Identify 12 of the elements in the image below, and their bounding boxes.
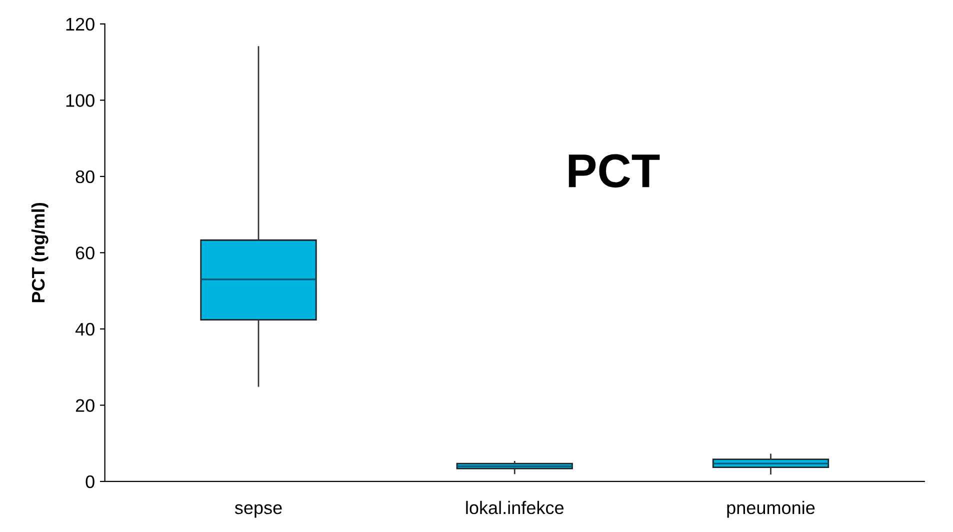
y-tick-label: 0	[86, 475, 94, 488]
y-tick-label: 20	[76, 399, 94, 412]
x-tick-label: pneumonie	[727, 500, 815, 518]
y-tick-label: 80	[76, 170, 94, 184]
y-tick-label: 60	[76, 246, 94, 260]
annotation: PCT	[568, 154, 660, 188]
y-tick-label: 100	[66, 94, 94, 107]
y-axis-title: PCT (ng/ml)	[31, 202, 48, 302]
x-tick-label: lokal.infekce	[466, 500, 564, 514]
y-tick-label: 120	[66, 18, 94, 31]
x-tick-label: sepse	[234, 504, 282, 518]
y-tick-label: 40	[75, 322, 94, 336]
